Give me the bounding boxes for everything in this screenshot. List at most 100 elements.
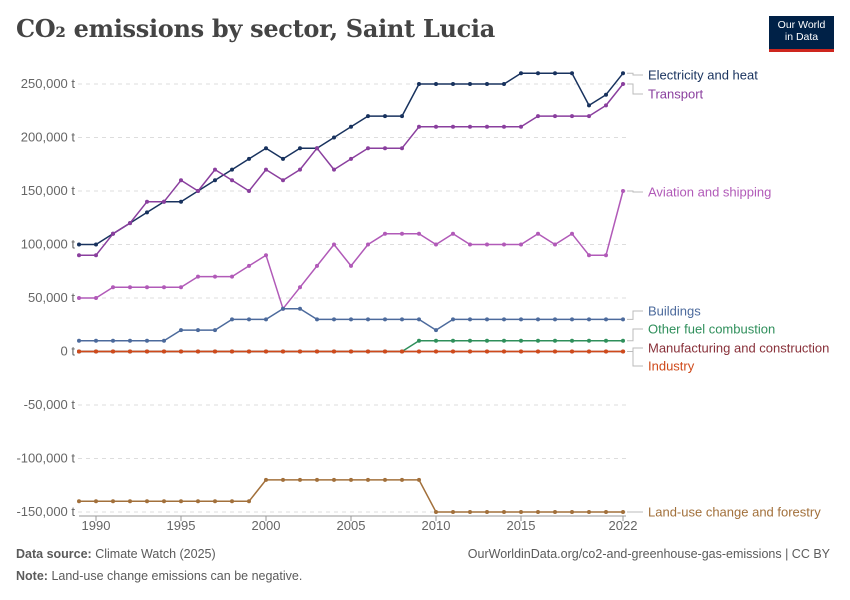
data-point [315,349,319,354]
data-point [128,349,132,354]
data-point [213,349,217,354]
data-point [400,146,404,151]
data-point [400,317,404,322]
data-point [162,349,166,354]
data-point [315,477,319,482]
data-point [383,146,387,151]
data-point [536,338,540,343]
data-point [536,114,540,119]
legend-labels: Electricity and heat Transport Aviation an… [627,68,829,520]
data-point [621,349,625,354]
data-point [230,167,234,172]
data-point [145,338,149,343]
data-point [519,242,523,247]
legend-connector [627,190,643,193]
data-point [332,317,336,322]
data-point [570,114,574,119]
data-point [400,349,404,354]
data-point [621,71,625,76]
logo-line-1: Our World [777,19,826,31]
x-tick-label: 2022 [609,518,638,533]
data-point [621,189,625,193]
x-tick-label: 1995 [167,518,196,533]
legend-connector [627,347,643,352]
data-point [94,242,98,247]
data-point [587,510,591,514]
data-point [213,178,217,183]
series-line [79,190,624,310]
y-tick-label: 0 t [61,344,76,359]
data-point [111,231,115,236]
data-point [621,510,625,514]
data-point [434,328,438,333]
series-line [79,479,623,513]
data-point [400,477,404,482]
data-point [179,349,183,354]
data-point [570,510,574,514]
data-point [519,510,523,514]
data-point [366,349,370,354]
data-point [230,317,234,322]
data-point [536,231,540,236]
data-point [264,477,268,482]
data-point [383,231,387,236]
data-point [536,317,540,322]
data-source-label: Data source: [16,547,92,561]
data-point [264,146,268,151]
data-point [621,317,625,322]
y-tick-label: 200,000 t [21,130,76,145]
data-point [128,221,132,226]
data-point [281,477,285,482]
data-point [587,349,591,354]
data-point [570,231,574,236]
data-point [468,338,472,343]
legend-connector [627,83,643,95]
data-point [213,274,217,279]
data-point [417,477,421,482]
owid-logo[interactable]: Our World in Data [769,16,834,52]
data-point [604,92,608,97]
data-point [162,285,166,290]
data-point [315,146,319,151]
series-label: Manufacturing and construction [648,341,829,356]
data-point [451,338,455,343]
data-point [349,124,353,129]
data-point [485,124,489,129]
data-point [468,510,472,514]
data-point [434,82,438,86]
data-point [77,296,81,300]
data-point [179,199,183,204]
chart-title: CO₂ emissions by sector, Saint Lucia [16,14,495,43]
data-point [587,253,591,258]
data-point [383,477,387,482]
data-point [94,338,98,343]
source-url[interactable]: OurWorldinData.org/co2-and-greenhouse-ga… [467,547,830,561]
data-point [332,349,336,354]
data-point [145,349,149,354]
data-point [570,71,574,76]
data-point [434,510,438,514]
data-point [553,338,557,343]
data-point [400,114,404,119]
data-point [145,210,149,215]
data-point [128,285,132,290]
data-point [604,349,608,354]
series-label: Buildings [648,304,701,319]
series-label: Transport [648,87,704,102]
data-point [604,103,608,108]
data-point [111,349,115,354]
data-point [281,306,285,311]
data-point [468,349,472,354]
data-point [366,146,370,151]
data-point [451,231,455,236]
data-point [213,167,217,172]
data-point [349,263,353,268]
data-point [77,253,81,258]
data-point [604,253,608,258]
grid-layer [78,83,626,513]
data-point [77,338,81,343]
data-point [604,338,608,343]
data-point [298,477,302,482]
data-point [179,328,183,333]
data-point [383,317,387,322]
